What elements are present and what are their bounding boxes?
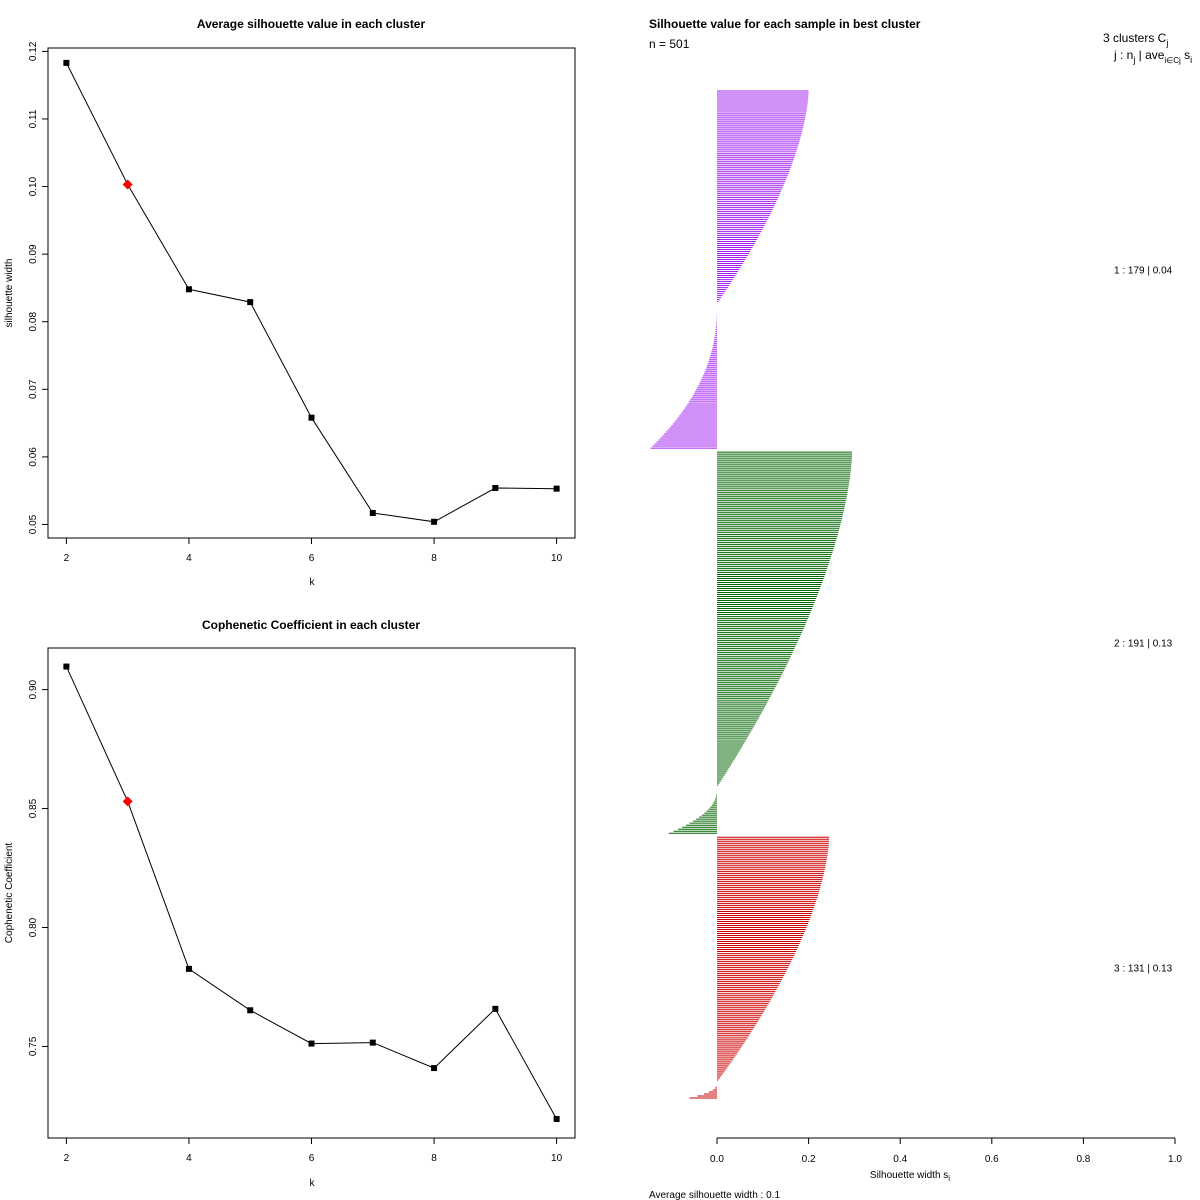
chart3-footer: Average silhouette width : 0.1	[649, 1190, 780, 1200]
data-point	[431, 1065, 438, 1072]
cluster-3-bars	[689, 836, 830, 1099]
x-tick-label: 0.8	[1076, 1154, 1090, 1165]
data-point	[553, 1115, 560, 1122]
chart3-n-label: n = 501	[649, 37, 690, 51]
x-tick-label: 8	[431, 553, 437, 564]
y-tick-label: 0.85	[28, 798, 39, 818]
chart1-frame	[47, 47, 576, 539]
chart1-title: Average silhouette value in each cluster	[197, 17, 426, 31]
cluster-2-label: 2 : 191 | 0.13	[1114, 639, 1173, 650]
y-tick-label: 0.08	[28, 312, 39, 332]
chart2-xlabel: k	[310, 1178, 316, 1189]
data-point	[369, 509, 376, 516]
y-tick-label: 0.06	[28, 447, 39, 467]
data-point	[63, 59, 70, 66]
x-tick-label: 6	[309, 553, 315, 564]
data-point	[308, 1040, 315, 1047]
data-point	[431, 518, 438, 525]
x-tick-label: 10	[551, 553, 563, 564]
chart3-header-clusters: 3 clusters Cj	[1103, 31, 1168, 48]
chart2-frame	[47, 647, 576, 1139]
data-point	[63, 663, 70, 670]
chart3-xlabel: Silhouette width si	[870, 1170, 950, 1183]
cluster-2-bars	[668, 451, 853, 834]
cluster-1-label: 1 : 179 | 0.04	[1114, 266, 1173, 277]
y-tick-label: 0.90	[28, 679, 39, 699]
chart1-xlabel: k	[310, 577, 316, 588]
y-tick-label: 0.75	[28, 1036, 39, 1056]
data-point	[247, 299, 254, 306]
chart3-cluster-labels: 1 : 179 | 0.04 2 : 191 | 0.13 3 : 131 | 0.…	[1114, 266, 1173, 975]
chart2-ylabel: Cophenetic Coefficient	[4, 843, 15, 944]
data-point	[553, 485, 560, 492]
best-k-point	[122, 796, 133, 807]
x-tick-label: 0.2	[802, 1154, 816, 1165]
y-tick-label: 0.11	[28, 109, 39, 128]
x-tick-label: 4	[186, 553, 192, 564]
y-tick-label: 0.05	[28, 514, 39, 534]
data-point	[492, 1005, 499, 1012]
cluster-3-label: 3 : 131 | 0.13	[1114, 964, 1173, 975]
x-tick-label: 0.4	[893, 1154, 907, 1165]
x-tick-label: 0.6	[985, 1154, 999, 1165]
panel-avg-silhouette: Average silhouette value in each cluster…	[4, 17, 576, 588]
chart2-series	[63, 663, 560, 1122]
data-point	[185, 286, 192, 293]
y-tick-label: 0.09	[28, 244, 39, 264]
panel-cophenetic: Cophenetic Coefficient in each cluster 2…	[4, 618, 576, 1189]
y-tick-label: 0.07	[28, 379, 39, 399]
data-point	[185, 965, 192, 972]
x-tick-label: 0.0	[710, 1154, 724, 1165]
x-tick-label: 6	[309, 1153, 315, 1164]
cluster-1-bars	[650, 90, 809, 449]
data-point	[492, 484, 499, 491]
x-tick-label: 8	[431, 1153, 437, 1164]
data-point	[308, 414, 315, 421]
y-tick-label: 0.10	[28, 176, 39, 196]
chart3-header-columns: j : nj | avei∈Cj si	[1113, 48, 1192, 65]
chart1-ylabel: silhouette width	[4, 259, 15, 328]
chart3-bars	[650, 90, 853, 1099]
chart2-axes: 2 4 6 8 10 0.75 0.80 0.85 0.90	[28, 679, 563, 1164]
x-tick-label: 1.0	[1168, 1154, 1182, 1165]
x-tick-label: 4	[186, 1153, 192, 1164]
x-tick-label: 10	[551, 1153, 563, 1164]
chart2-title: Cophenetic Coefficient in each cluster	[202, 618, 420, 632]
y-tick-label: 0.80	[28, 917, 39, 937]
series-line	[65, 666, 558, 1120]
x-tick-label: 2	[64, 553, 70, 564]
best-k-point	[122, 179, 133, 190]
y-tick-label: 0.12	[28, 41, 39, 61]
panel-silhouette-plot: Silhouette value for each sample in best…	[649, 17, 1192, 1200]
x-tick-label: 2	[64, 1153, 70, 1164]
data-point	[369, 1039, 376, 1046]
data-point	[247, 1007, 254, 1014]
chart3-axis: 0.0 0.2 0.4 0.6 0.8 1.0	[710, 1137, 1182, 1165]
chart1-axes: 2 4 6 8 10 0.05 0.06 0.07 0.08 0.09 0.10 0.11 0.12	[28, 41, 563, 564]
chart3-title: Silhouette value for each sample in best…	[649, 17, 921, 31]
chart1-series	[63, 59, 560, 525]
series-line	[65, 62, 557, 523]
